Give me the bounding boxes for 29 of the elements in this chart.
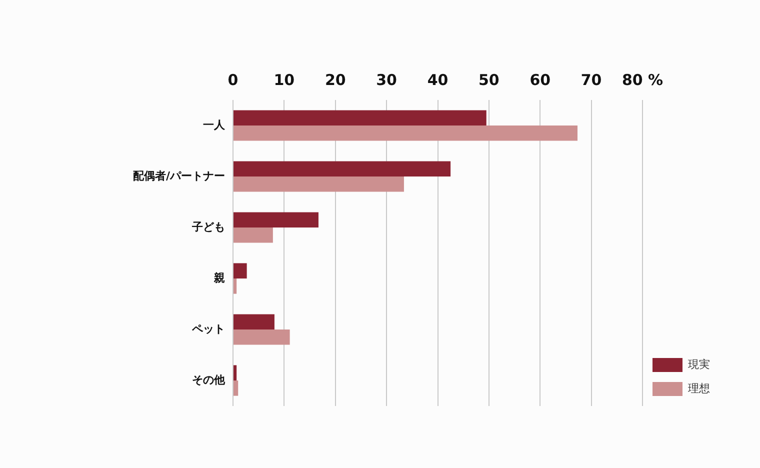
bar	[234, 110, 486, 126]
legend-label: 現実	[688, 358, 710, 371]
x-tick-label: 0	[228, 70, 238, 89]
x-tick-label: 80 %	[622, 70, 664, 89]
x-tick-label: 60	[530, 70, 551, 89]
legend-label: 理想	[688, 382, 710, 395]
bar	[234, 314, 274, 330]
x-tick-label: 10	[274, 70, 295, 89]
bar	[234, 126, 578, 141]
bar	[234, 365, 237, 380]
x-tick-label: 30	[376, 70, 397, 89]
y-tick-label: ペット	[191, 322, 225, 336]
bar	[234, 263, 247, 278]
bar	[234, 176, 404, 192]
x-tick-label: 40	[427, 70, 448, 89]
y-tick-label: 一人	[203, 118, 226, 132]
x-tick-label: 50	[478, 70, 500, 89]
bar	[234, 212, 318, 228]
x-tick-label: 70	[580, 70, 602, 89]
y-tick-label: その他	[192, 373, 226, 386]
y-tick-label: 子ども	[191, 220, 225, 234]
bar	[234, 228, 273, 243]
y-tick-label: 配偶者/パートナー	[132, 169, 225, 182]
bar	[234, 380, 238, 396]
bar	[234, 330, 290, 345]
bar	[234, 161, 451, 176]
x-tick-label: 20	[324, 70, 346, 89]
y-tick-label: 親	[213, 271, 225, 284]
bar	[234, 278, 237, 294]
